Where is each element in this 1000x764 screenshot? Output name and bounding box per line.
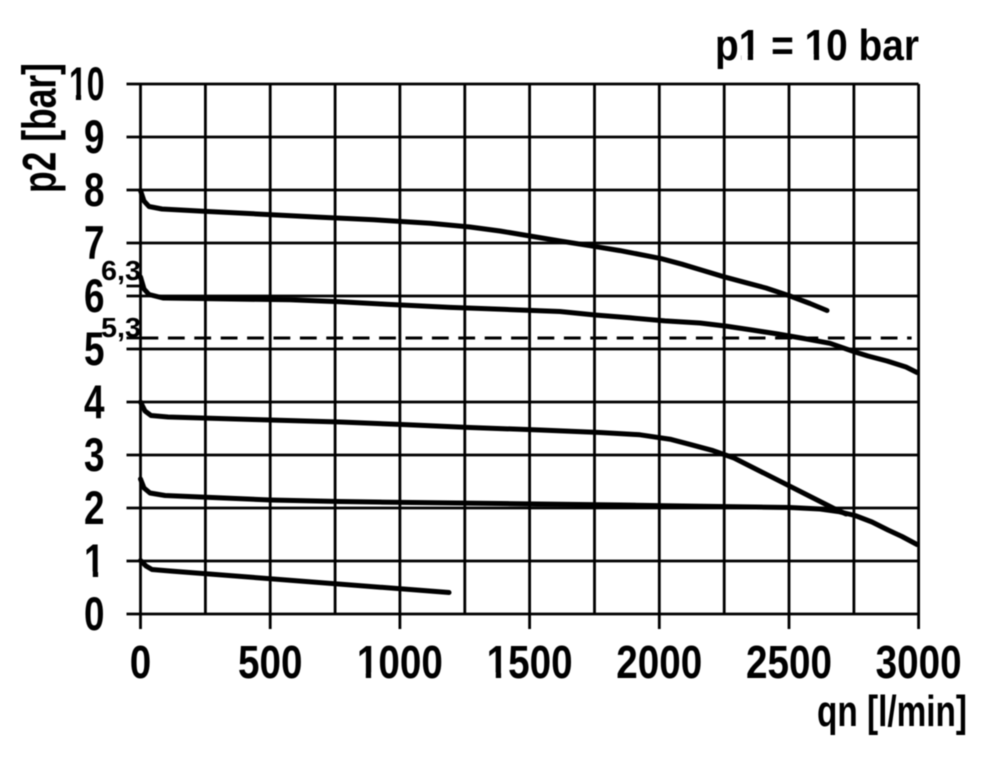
svg-text:0: 0	[130, 636, 152, 688]
svg-text:1500: 1500	[487, 636, 573, 688]
svg-text:4: 4	[84, 376, 105, 429]
svg-text:2: 2	[84, 482, 105, 535]
svg-text:9: 9	[84, 111, 105, 164]
svg-text:qn [l/min]: qn [l/min]	[817, 687, 967, 736]
svg-text:500: 500	[238, 636, 303, 688]
svg-text:1000: 1000	[357, 636, 443, 688]
svg-text:6: 6	[84, 270, 105, 323]
svg-text:2500: 2500	[746, 636, 832, 688]
svg-text:2000: 2000	[616, 636, 702, 688]
svg-text:5,3: 5,3	[101, 312, 141, 343]
svg-text:3000: 3000	[876, 636, 962, 688]
svg-text:p1 = 10 bar: p1 = 10 bar	[715, 21, 919, 70]
svg-text:6,3: 6,3	[101, 255, 141, 286]
svg-text:5: 5	[84, 323, 105, 376]
svg-text:0: 0	[84, 588, 105, 641]
svg-text:10: 10	[69, 58, 105, 111]
svg-text:p2 [bar]: p2 [bar]	[13, 63, 66, 193]
svg-text:3: 3	[84, 429, 105, 482]
svg-text:1: 1	[84, 535, 105, 588]
svg-text:8: 8	[84, 164, 105, 217]
svg-text:7: 7	[84, 217, 105, 270]
